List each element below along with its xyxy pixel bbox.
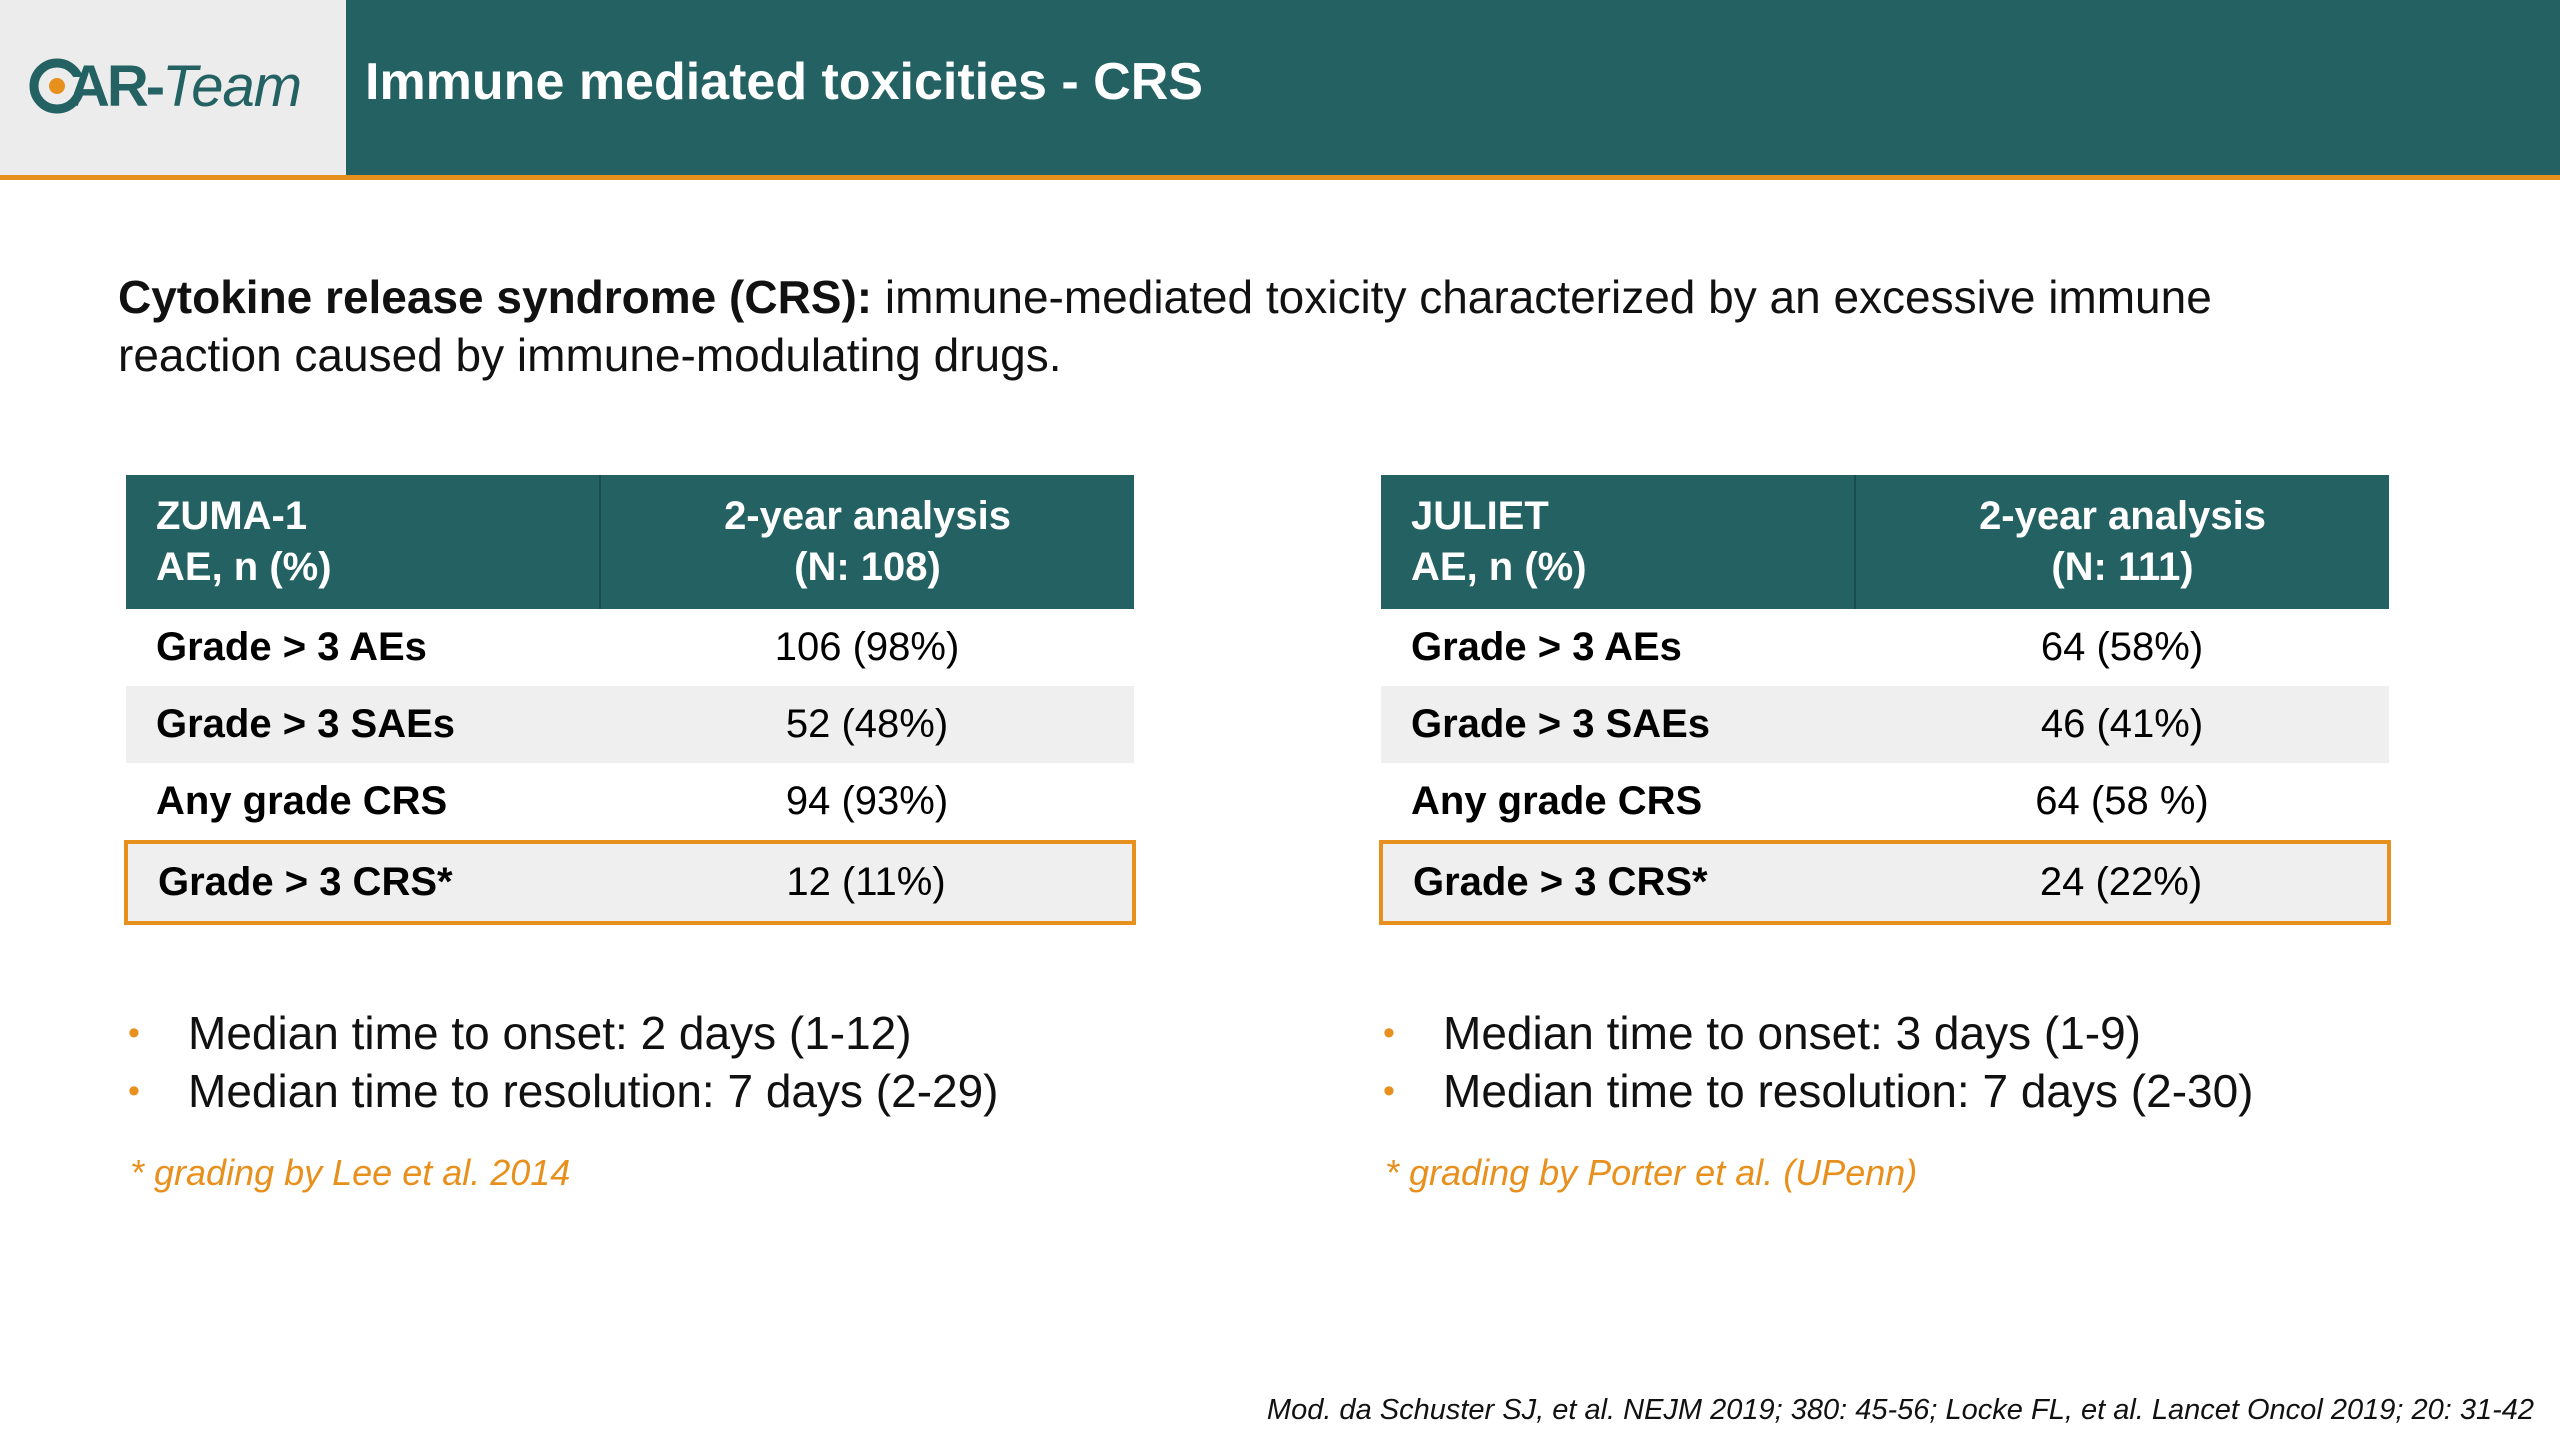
table-row: Grade > 3 SAEs 52 (48%) bbox=[126, 686, 1134, 763]
list-item: • Median time to resolution: 7 days (2-2… bbox=[128, 1062, 999, 1120]
row-value: 94 (93%) bbox=[600, 763, 1134, 842]
logo-text-team: Team bbox=[162, 53, 302, 119]
header-bar: AR- Team Immune mediated toxicities - CRS bbox=[0, 0, 2560, 180]
car-team-logo: AR- Team bbox=[28, 46, 302, 126]
table-header-row: JULIET AE, n (%) 2-year analysis (N: 111… bbox=[1381, 475, 2389, 609]
intro-paragraph: Cytokine release syndrome (CRS): immune-… bbox=[118, 268, 2358, 384]
juliet-table: JULIET AE, n (%) 2-year analysis (N: 111… bbox=[1379, 475, 2391, 925]
row-value: 106 (98%) bbox=[600, 609, 1134, 686]
row-label: Any grade CRS bbox=[126, 763, 600, 842]
ae-unit-label: AE, n (%) bbox=[156, 545, 332, 589]
reference-citation: Mod. da Schuster SJ, et al. NEJM 2019; 3… bbox=[1266, 1394, 2534, 1426]
bullet-icon: • bbox=[1383, 1014, 1395, 1052]
analysis-label: 2-year analysis bbox=[1979, 494, 2266, 538]
row-label: Any grade CRS bbox=[1381, 763, 1855, 842]
bullet-text: Median time to resolution: 7 days (2-30) bbox=[1443, 1065, 2254, 1117]
table-header-value: 2-year analysis (N: 111) bbox=[1855, 475, 2389, 609]
logo-panel: AR- Team bbox=[0, 0, 346, 175]
list-item: • Median time to onset: 3 days (1-9) bbox=[1383, 1004, 2254, 1062]
study-name: ZUMA-1 bbox=[156, 494, 308, 538]
bullet-icon: • bbox=[1383, 1072, 1395, 1110]
zuma-1-bullet-list: • Median time to onset: 2 days (1-12) • … bbox=[128, 1004, 999, 1120]
row-value: 64 (58%) bbox=[1855, 609, 2389, 686]
table-row: Grade > 3 SAEs 46 (41%) bbox=[1381, 686, 2389, 763]
logo-text-car: AR- bbox=[68, 53, 165, 119]
page-title: Immune mediated toxicities - CRS bbox=[365, 53, 1203, 111]
row-label: Grade > 3 CRS* bbox=[124, 840, 600, 925]
intro-definition: immune-mediated toxicity characterized b… bbox=[118, 271, 2212, 381]
bullet-icon: • bbox=[128, 1014, 140, 1052]
row-value: 64 (58 %) bbox=[1855, 763, 2389, 842]
zuma-1-table: ZUMA-1 AE, n (%) 2-year analysis (N: 108… bbox=[124, 475, 1136, 925]
sample-size-label: (N: 108) bbox=[794, 545, 941, 589]
table-row: Grade > 3 AEs 106 (98%) bbox=[126, 609, 1134, 686]
row-label: Grade > 3 SAEs bbox=[126, 686, 600, 763]
bullet-text: Median time to resolution: 7 days (2-29) bbox=[188, 1065, 999, 1117]
intro-term: Cytokine release syndrome (CRS): bbox=[118, 271, 873, 323]
table-header-label: JULIET AE, n (%) bbox=[1381, 475, 1856, 609]
row-label: Grade > 3 AEs bbox=[1381, 609, 1855, 686]
study-name: JULIET bbox=[1411, 494, 1549, 538]
analysis-label: 2-year analysis bbox=[724, 494, 1011, 538]
juliet-bullet-list: • Median time to onset: 3 days (1-9) • M… bbox=[1383, 1004, 2254, 1120]
row-label: Grade > 3 SAEs bbox=[1381, 686, 1855, 763]
bullet-text: Median time to onset: 3 days (1-9) bbox=[1443, 1007, 2141, 1059]
table-row: Grade > 3 AEs 64 (58%) bbox=[1381, 609, 2389, 686]
sample-size-label: (N: 111) bbox=[2051, 545, 2194, 589]
row-value: 12 (11%) bbox=[600, 840, 1136, 925]
row-label: Grade > 3 CRS* bbox=[1379, 840, 1855, 925]
bullet-text: Median time to onset: 2 days (1-12) bbox=[188, 1007, 912, 1059]
table-row: Any grade CRS 64 (58 %) bbox=[1381, 763, 2389, 842]
row-value: 24 (22%) bbox=[1855, 840, 2391, 925]
ae-unit-label: AE, n (%) bbox=[1411, 545, 1587, 589]
table-header-label: ZUMA-1 AE, n (%) bbox=[126, 475, 601, 609]
table-header-value: 2-year analysis (N: 108) bbox=[600, 475, 1134, 609]
highlighted-table-row: Grade > 3 CRS* 24 (22%) bbox=[1379, 840, 2391, 925]
juliet-footnote: * grading by Porter et al. (UPenn) bbox=[1385, 1152, 1918, 1193]
car-logo-c-icon bbox=[29, 58, 86, 114]
list-item: • Median time to onset: 2 days (1-12) bbox=[128, 1004, 999, 1062]
highlighted-table-row: Grade > 3 CRS* 12 (11%) bbox=[124, 840, 1136, 925]
row-value: 46 (41%) bbox=[1855, 686, 2389, 763]
list-item: • Median time to resolution: 7 days (2-3… bbox=[1383, 1062, 2254, 1120]
table-header-row: ZUMA-1 AE, n (%) 2-year analysis (N: 108… bbox=[126, 475, 1134, 609]
table-row: Any grade CRS 94 (93%) bbox=[126, 763, 1134, 842]
row-value: 52 (48%) bbox=[600, 686, 1134, 763]
zuma-1-footnote: * grading by Lee et al. 2014 bbox=[130, 1152, 571, 1193]
bullet-icon: • bbox=[128, 1072, 140, 1110]
row-label: Grade > 3 AEs bbox=[126, 609, 600, 686]
